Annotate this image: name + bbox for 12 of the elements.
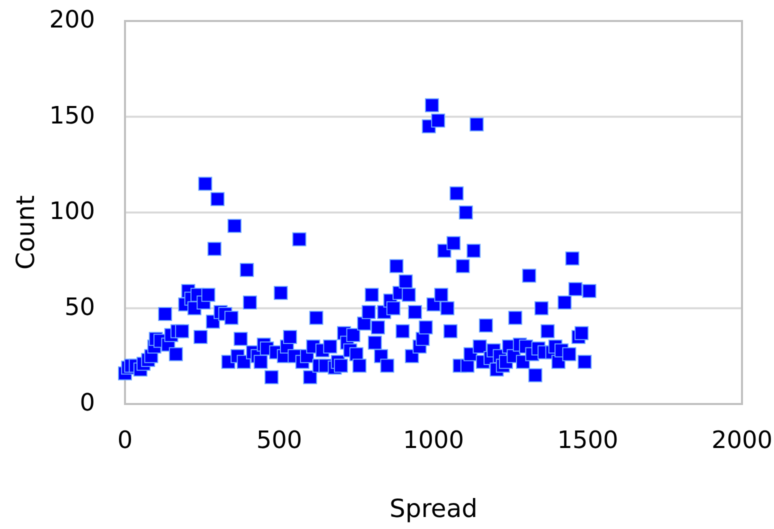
y-tick-label: 150 <box>49 101 95 130</box>
x-tick-label: 0 <box>117 426 133 454</box>
y-axis-title: Count <box>11 195 40 270</box>
y-tick-label: 50 <box>64 292 95 321</box>
x-axis-title: Spread <box>389 494 478 523</box>
y-tick-label: 100 <box>49 197 95 226</box>
y-tick-label: 200 <box>49 6 95 34</box>
x-tick-label: 1500 <box>557 426 618 454</box>
x-tick-label: 2000 <box>711 426 773 454</box>
x-tick-label: 1000 <box>402 426 464 454</box>
x-tick-label: 500 <box>256 426 302 454</box>
y-tick-label: 0 <box>80 388 95 417</box>
